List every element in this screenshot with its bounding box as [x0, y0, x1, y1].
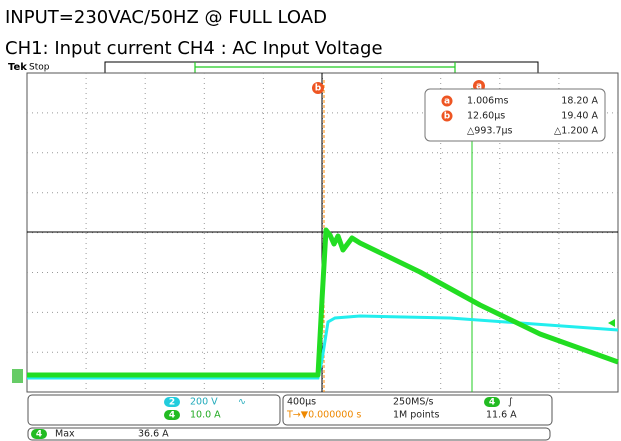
record-length: 1M points — [393, 410, 439, 421]
trig-badge — [484, 397, 500, 407]
readout: a 1.006ms 18.20 A b 12.60µs 19.40 A △993.7µs △1… — [441, 95, 599, 137]
readout-amp: 18.20 A — [561, 96, 598, 107]
ch4-trace — [27, 227, 619, 378]
ch2-coupling: ∿ — [238, 397, 246, 408]
readout-time: △993.7µs — [467, 126, 513, 137]
cursor-b-badge — [312, 82, 324, 94]
ch4-id: 4 — [169, 411, 175, 421]
trig-source: 4 — [489, 398, 495, 408]
brand: Tek — [8, 62, 27, 73]
readout-box — [424, 88, 606, 142]
readout-tag: a — [444, 97, 450, 107]
readout-badge — [441, 95, 453, 107]
channel-panel — [27, 394, 281, 426]
meas-name: Max — [55, 429, 75, 440]
measure-panel — [27, 427, 551, 441]
trig-level: 11.6 A — [486, 410, 517, 421]
ch2-scale: 200 V — [190, 397, 218, 408]
record-window — [194, 62, 456, 73]
ch4-badge — [164, 410, 180, 420]
ch2-badge — [164, 397, 180, 407]
trigger-pos: T→▼0.000000 s — [286, 410, 361, 421]
trig-slope: ∫ — [508, 397, 513, 408]
time-scale: 400µs — [287, 397, 316, 408]
cursor-b-label: b — [315, 84, 322, 94]
state: Stop — [29, 63, 50, 73]
readout-time: 1.006ms — [467, 96, 508, 107]
ch2-id: 2 — [169, 398, 175, 408]
readout-tag: b — [444, 112, 451, 122]
ch4-scale: 10.0 A — [190, 410, 221, 421]
sample-rate: 250MS/s — [393, 397, 434, 408]
meas-source: 4 — [36, 430, 42, 440]
readout-amp: △1.200 A — [554, 126, 599, 137]
header-line1: INPUT=230VAC/50HZ @ FULL LOAD — [5, 7, 327, 28]
ground-marker — [12, 369, 23, 383]
readout-badge — [441, 110, 453, 122]
meas-value: 36.6 A — [138, 429, 169, 440]
cursor-a-label: a — [476, 82, 482, 92]
ch4-marker — [608, 319, 615, 327]
readout-amp: 19.40 A — [561, 111, 598, 122]
header-line2: CH1: Input current CH4 : AC Input Voltag… — [5, 38, 383, 59]
meas-badge — [31, 429, 47, 439]
readout-time: 12.60µs — [467, 111, 505, 122]
